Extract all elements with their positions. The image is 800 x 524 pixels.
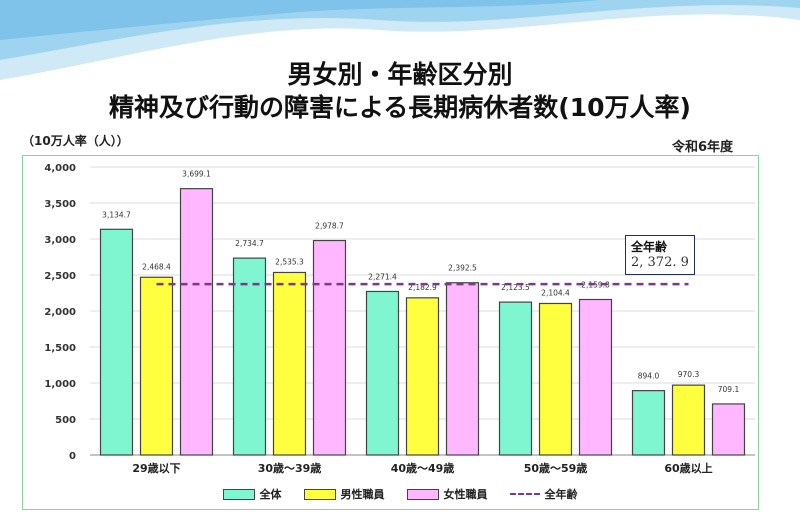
- data-label: 709.1: [718, 385, 740, 394]
- data-label: 894.0: [638, 372, 660, 381]
- data-label: 3,134.7: [102, 210, 131, 219]
- y-tick-label: 3,000: [44, 235, 76, 246]
- bar: [99, 228, 134, 456]
- x-tick-label: 60歳以上: [664, 461, 712, 475]
- bar: [498, 301, 533, 456]
- data-label: 2,104.4: [541, 288, 570, 297]
- y-tick-label: 0: [69, 451, 76, 462]
- data-label: 2,159.8: [581, 280, 610, 289]
- bar: [365, 290, 400, 456]
- legend-item-female: 女性職員: [406, 486, 488, 502]
- data-label: 2,734.7: [235, 239, 264, 248]
- bar: [631, 390, 666, 456]
- chart-frame: [22, 155, 759, 510]
- bar: [179, 188, 214, 456]
- reference-callout-value: 2, 372. 9: [631, 255, 689, 270]
- bar: [272, 271, 307, 456]
- data-label: 2,535.3: [275, 257, 304, 266]
- y-tick-label: 1,000: [44, 379, 76, 390]
- chart-title-line2: 精神及び行動の障害による長期病休者数(10万人率): [109, 93, 691, 122]
- data-label: 2,271.4: [368, 272, 397, 281]
- chart-legend: 全体 男性職員 女性職員 全年齢: [0, 486, 800, 502]
- y-tick-label: 4,000: [44, 163, 76, 174]
- y-axis-unit-label: （10万人率（人））: [22, 134, 129, 148]
- bar: [671, 384, 706, 456]
- bar: [538, 302, 573, 456]
- bar: [405, 297, 440, 456]
- y-tick-label: 3,500: [44, 199, 76, 210]
- x-tick-label: 50歳～59歳: [524, 461, 588, 475]
- legend-label: 女性職員: [443, 488, 488, 501]
- x-tick-label: 40歳～49歳: [391, 461, 455, 475]
- bar: [232, 257, 267, 456]
- data-label: 3,699.1: [182, 170, 211, 179]
- x-tick-label: 30歳～39歳: [258, 461, 322, 475]
- bar: [312, 239, 347, 456]
- bar: [139, 276, 174, 456]
- data-label: 2,182.9: [408, 283, 437, 292]
- legend-swatch: [222, 488, 255, 500]
- legend-item-all: 全体: [222, 486, 282, 502]
- data-label: 2,123.5: [501, 283, 530, 292]
- y-tick-label: 2,000: [44, 307, 76, 318]
- legend-label: 全年齢: [544, 488, 578, 501]
- bar: [711, 403, 746, 456]
- x-tick-label: 29歳以下: [132, 461, 180, 475]
- legend-dash: [509, 493, 540, 495]
- legend-label: 全体: [259, 488, 282, 501]
- data-label: 2,468.4: [142, 262, 171, 271]
- legend-swatch: [406, 488, 439, 500]
- legend-swatch: [303, 488, 336, 500]
- reference-callout-title: 全年齢: [631, 240, 668, 254]
- chart-title-line1: 男女別・年齢区分別: [287, 60, 513, 89]
- header-wave-decoration: [0, 0, 800, 80]
- data-label: 970.3: [678, 370, 700, 379]
- data-label: 2,978.7: [315, 222, 344, 231]
- y-tick-label: 1,500: [44, 343, 76, 354]
- bar: [445, 282, 480, 456]
- y-tick-label: 500: [55, 415, 76, 426]
- fiscal-year-label: 令和6年度: [672, 140, 734, 155]
- legend-item-reference: 全年齢: [509, 486, 578, 502]
- data-label: 2,392.5: [448, 264, 477, 273]
- legend-label: 男性職員: [340, 488, 385, 501]
- bar: [578, 298, 613, 456]
- y-tick-label: 2,500: [44, 271, 76, 282]
- legend-item-male: 男性職員: [303, 486, 385, 502]
- reference-callout: 全年齢 2, 372. 9: [625, 235, 695, 275]
